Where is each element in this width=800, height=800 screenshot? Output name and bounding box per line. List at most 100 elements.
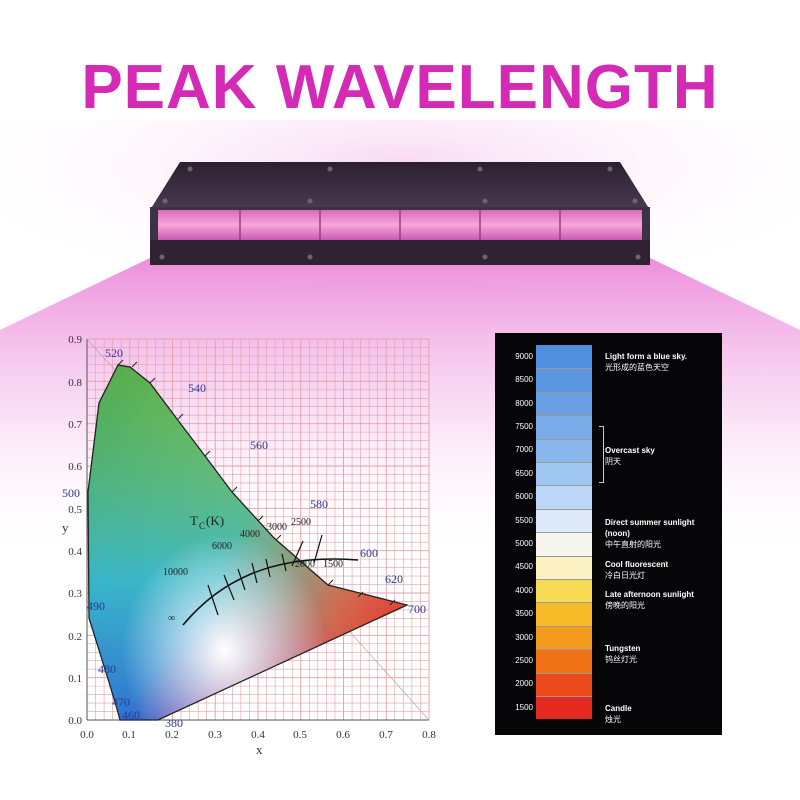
x-tick-6: 0.6 <box>336 729 350 741</box>
swatch-divider <box>536 415 592 417</box>
y-axis-label: y <box>62 520 69 535</box>
note-english: Direct summer sunlight <box>605 518 695 527</box>
swatch-divider <box>536 696 592 697</box>
swatch-divider <box>536 508 592 510</box>
note-chinese: 光形成的蓝色天空 <box>605 363 669 372</box>
temperature-note: Candle 烛光 <box>605 703 632 725</box>
cct-infinity: ∞ <box>168 613 175 624</box>
y-tick-7: 0.7 <box>68 419 82 431</box>
y-tick-2: 0.2 <box>68 631 82 643</box>
swatch-divider <box>536 602 592 604</box>
note-chinese: 烛光 <box>605 715 621 724</box>
note-chinese: 阴天 <box>605 457 621 466</box>
tc-unit: (K) <box>206 513 224 528</box>
wl-700: 700 <box>408 602 426 616</box>
temperature-label: 6000 <box>515 492 533 502</box>
note-english: Light form a blue sky. <box>605 352 688 361</box>
temperature-swatch <box>536 508 592 533</box>
temperature-swatch <box>536 391 592 416</box>
wl-520: 520 <box>105 346 123 360</box>
note-english-2: (noon) <box>605 529 630 538</box>
temperature-swatch <box>536 625 592 650</box>
temperature-label: 8500 <box>515 375 533 385</box>
wl-490: 490 <box>87 599 105 613</box>
note-english: Cool fluorescent <box>605 560 669 569</box>
y-tick-1: 0.1 <box>68 673 82 685</box>
temperature-swatch <box>536 649 592 673</box>
swatch-divider <box>536 532 592 534</box>
wl-540: 540 <box>188 381 206 395</box>
temperature-label: 7000 <box>515 445 533 455</box>
x-tick-5: 0.5 <box>293 729 307 741</box>
cct-2500: 2500 <box>291 517 311 528</box>
cct-1500: 1500 <box>323 559 343 570</box>
y-tick-3: 0.3 <box>68 588 82 600</box>
wl-460: 460 <box>122 708 140 722</box>
temperature-label: 4500 <box>515 562 533 572</box>
headline: PEAK WAVELENGTH <box>81 53 719 122</box>
temperature-note: Cool fluorescent 冷白日光灯 <box>605 559 668 581</box>
x-tick-1: 0.1 <box>122 729 136 741</box>
wl-620: 620 <box>385 572 403 586</box>
swatch-divider <box>536 555 592 557</box>
cct-6000: 6000 <box>212 541 232 552</box>
temperature-swatch <box>536 368 592 392</box>
temperature-note: Light form a blue sky. 光形成的蓝色天空 <box>605 351 687 373</box>
swatch-divider <box>536 649 592 651</box>
temperature-swatch <box>536 462 592 486</box>
wl-580: 580 <box>310 497 328 511</box>
note-english: Late afternoon sunlight <box>605 590 694 599</box>
wl-470: 470 <box>112 695 130 709</box>
temperature-note: Direct summer sunlight (noon) 中午直射的阳光 <box>605 517 694 550</box>
cct-3000: 3000 <box>267 522 287 533</box>
cct-2000: 2000 <box>295 559 315 570</box>
temperature-label: 7500 <box>515 421 533 431</box>
note-english: Tungsten <box>605 644 641 653</box>
x-tick-2: 0.2 <box>165 729 179 741</box>
temperature-label: 5000 <box>515 538 533 548</box>
temperature-label: 2500 <box>515 655 533 665</box>
uv-led-lamp <box>150 162 650 265</box>
swatch-divider <box>536 438 592 440</box>
temperature-label: 8000 <box>515 398 533 408</box>
cct-4000: 4000 <box>240 529 260 540</box>
temperature-label: 3500 <box>515 609 533 619</box>
note-chinese: 中午直射的阳光 <box>605 540 661 549</box>
x-tick-0: 0.0 <box>80 729 94 741</box>
cie-chromaticity-diagram: 0.0 0.1 0.2 0.3 0.4 0.5 0.6 0.7 0.8 0.9 … <box>62 334 436 757</box>
tc-label: T <box>190 513 198 528</box>
temperature-label: 2000 <box>515 679 533 689</box>
wl-480: 480 <box>98 662 116 676</box>
y-tick-5: 0.5 <box>68 504 82 516</box>
temperature-swatch <box>536 555 592 579</box>
note-english: Candle <box>605 704 632 713</box>
y-tick-9: 0.9 <box>68 334 82 346</box>
temperature-label: 6500 <box>515 468 533 478</box>
note-chinese: 傍晚的阳光 <box>605 601 645 610</box>
x-tick-8: 0.8 <box>422 729 436 741</box>
note-english: Overcast sky <box>605 446 655 455</box>
temperature-swatch <box>536 345 592 369</box>
swatch-divider <box>536 625 592 627</box>
wl-600: 600 <box>360 546 378 560</box>
temperature-label: 3000 <box>515 632 533 642</box>
y-tick-0: 0.0 <box>68 715 82 727</box>
temperature-swatch <box>536 485 592 509</box>
temperature-label: 9000 <box>515 351 533 361</box>
x-axis-label: x <box>256 742 263 757</box>
temperature-label: 5500 <box>515 515 533 525</box>
temperature-note: Tungsten 钨丝灯光 <box>605 643 640 665</box>
note-chinese: 钨丝灯光 <box>605 655 637 664</box>
temperature-label: 4000 <box>515 585 533 595</box>
temperature-swatch <box>536 672 592 696</box>
swatch-divider <box>536 485 592 487</box>
temperature-note: Overcast sky 阴天 <box>605 445 655 467</box>
swatch-divider <box>536 579 592 580</box>
y-tick-4: 0.4 <box>68 546 82 558</box>
temperature-swatch <box>536 438 592 462</box>
range-bracket <box>599 426 604 483</box>
y-tick-8: 0.8 <box>68 377 82 389</box>
swatch-divider <box>536 462 592 463</box>
note-chinese: 冷白日光灯 <box>605 571 645 580</box>
swatch-divider <box>536 391 592 393</box>
